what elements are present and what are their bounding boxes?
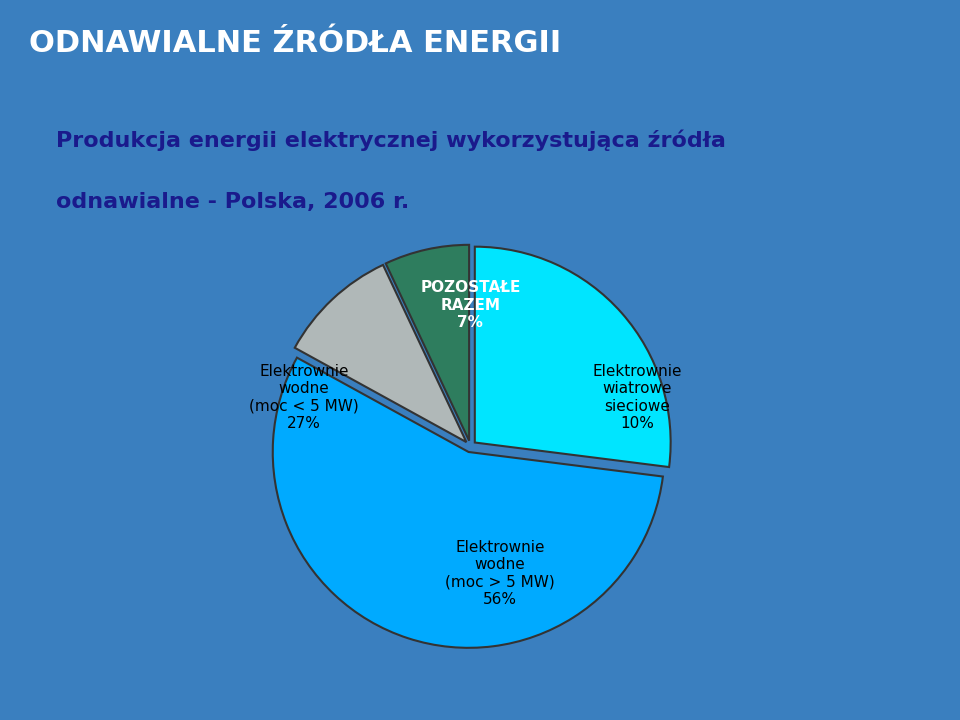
Wedge shape (475, 247, 671, 467)
Wedge shape (386, 245, 469, 441)
Text: Elektrownie
wodne
(moc > 5 MW)
56%: Elektrownie wodne (moc > 5 MW) 56% (444, 540, 555, 607)
Text: odnawialne - Polska, 2006 r.: odnawialne - Polska, 2006 r. (56, 192, 409, 212)
Text: POZOSTAŁE
RAZEM
7%: POZOSTAŁE RAZEM 7% (420, 281, 520, 330)
Wedge shape (273, 358, 663, 648)
Text: Elektrownie
wiatrowe
sieciowe
10%: Elektrownie wiatrowe sieciowe 10% (592, 364, 682, 431)
Text: ODNAWIALNE ŹRÓDŁA ENERGII: ODNAWIALNE ŹRÓDŁA ENERGII (29, 29, 561, 58)
Text: Elektrownie
wodne
(moc < 5 MW)
27%: Elektrownie wodne (moc < 5 MW) 27% (249, 364, 359, 431)
Text: Produkcja energii elektrycznej wykorzystująca źródła: Produkcja energii elektrycznej wykorzyst… (56, 130, 726, 151)
Wedge shape (295, 265, 467, 442)
